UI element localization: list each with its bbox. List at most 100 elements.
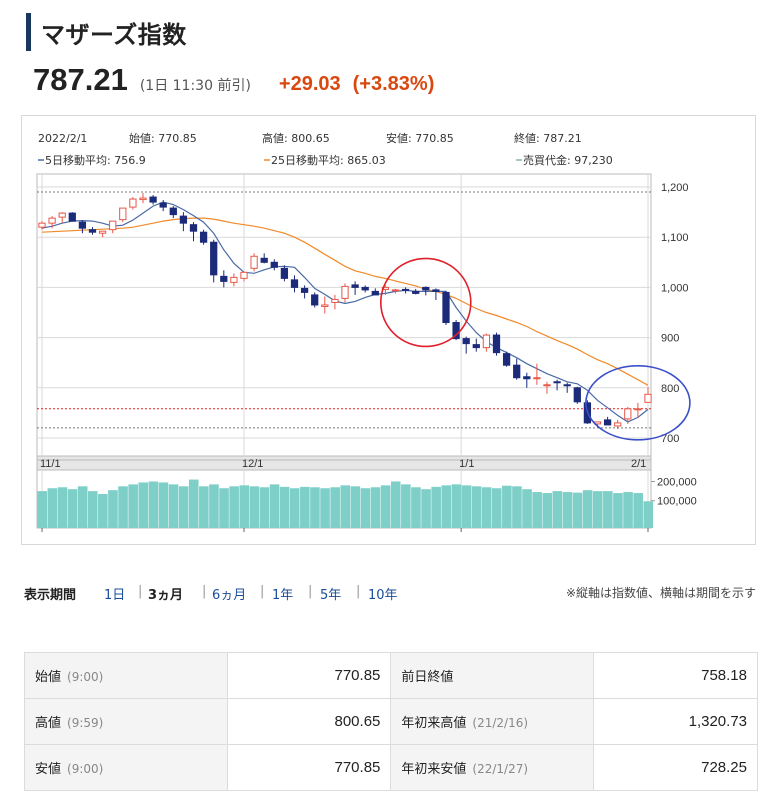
period-separator: | bbox=[138, 584, 143, 599]
volume-bar bbox=[613, 493, 623, 528]
volume-bar bbox=[320, 488, 330, 528]
stat-sublabel: (9:59) bbox=[67, 716, 104, 730]
info-ma25: 25日移動平均: 865.03 bbox=[271, 153, 386, 167]
period-5y[interactable]: 5年 bbox=[320, 588, 342, 603]
candle-body bbox=[119, 207, 127, 221]
candle-body bbox=[78, 221, 87, 229]
candle-body bbox=[563, 384, 571, 387]
month-label: 2/1 bbox=[631, 458, 646, 470]
volume-bar bbox=[623, 492, 633, 528]
candle-body bbox=[442, 291, 450, 324]
volume-bar bbox=[148, 481, 159, 528]
volume-bar bbox=[643, 501, 654, 528]
candle-body bbox=[280, 267, 289, 279]
volume-bar bbox=[542, 493, 553, 528]
stat-value: 770.85 bbox=[226, 744, 392, 791]
volume-bar bbox=[441, 485, 452, 528]
stat-label: 始値 bbox=[35, 670, 62, 685]
volume-bar bbox=[532, 492, 542, 528]
period-1d[interactable]: 1日 bbox=[104, 588, 126, 603]
volume-bar bbox=[289, 488, 300, 528]
volume-bar bbox=[118, 486, 128, 528]
candle-body bbox=[492, 334, 501, 354]
volume-bar bbox=[98, 494, 108, 528]
candle-body bbox=[109, 220, 117, 231]
date-axis-band bbox=[36, 455, 652, 471]
candle-body bbox=[553, 381, 561, 384]
chart-container: 2022/2/1 始値: 770.85 高値: 800.65 安値: 770.85 終値… bbox=[21, 115, 756, 545]
candle-body bbox=[270, 261, 278, 268]
price-plot-frame bbox=[36, 173, 652, 457]
period-10y[interactable]: 10年 bbox=[368, 588, 398, 603]
candle-body bbox=[129, 198, 137, 208]
volume-bar bbox=[138, 482, 149, 528]
volume-bar bbox=[229, 486, 239, 528]
stat-value: 800.65 bbox=[226, 698, 392, 745]
candle-body bbox=[472, 344, 480, 349]
candle-body bbox=[260, 257, 268, 263]
stat-sublabel: (22/1/27) bbox=[472, 762, 529, 776]
y-tick-label: 900 bbox=[661, 333, 679, 345]
table-row: 高値 (9:59) 800.65 年初来高値 (21/2/16) 1,320.73 bbox=[24, 698, 758, 745]
candle-body bbox=[391, 289, 400, 292]
price-change-percent: (+3.83%) bbox=[352, 73, 435, 95]
candle-body bbox=[230, 276, 238, 283]
info-ma5: 5日移動平均: 756.9 bbox=[45, 153, 146, 167]
volume-bar bbox=[431, 486, 441, 528]
candle-body bbox=[543, 384, 551, 387]
volume-tick-label: 200,000 bbox=[657, 476, 697, 488]
volume-bar bbox=[178, 486, 189, 528]
candle-body bbox=[614, 422, 622, 427]
candle-body bbox=[48, 217, 56, 224]
volume-bar bbox=[522, 489, 532, 528]
period-separator: | bbox=[260, 584, 265, 599]
price-change: +29.03 bbox=[278, 73, 341, 95]
period-6m[interactable]: 6ヵ月 bbox=[212, 588, 247, 603]
candle-body bbox=[179, 215, 188, 224]
period-separator: | bbox=[202, 584, 207, 599]
volume-bar bbox=[592, 491, 603, 528]
volume-bar bbox=[199, 486, 209, 528]
period-label: 表示期間 bbox=[24, 588, 77, 603]
title-accent-bar bbox=[26, 13, 31, 51]
candle-body bbox=[311, 294, 319, 306]
volume-bar bbox=[360, 488, 371, 528]
volume-bar bbox=[168, 484, 179, 528]
table-row: 始値 (9:00) 770.85 前日終値 758.18 bbox=[24, 652, 758, 699]
candle-body bbox=[644, 393, 652, 403]
stat-label: 年初来安値 bbox=[401, 762, 467, 777]
period-1y[interactable]: 1年 bbox=[272, 588, 294, 603]
volume-bar bbox=[108, 490, 118, 528]
stat-label: 年初来高値 bbox=[401, 716, 467, 731]
volume-bar bbox=[582, 490, 593, 528]
candle-body bbox=[189, 224, 198, 232]
candle-body bbox=[634, 408, 642, 411]
candle-body bbox=[250, 255, 258, 269]
candle-body bbox=[300, 287, 309, 293]
candlestick-chart: 2022/2/1 始値: 770.85 高値: 800.65 安値: 770.85 終値… bbox=[36, 131, 697, 532]
volume-tick-label: 100,000 bbox=[657, 496, 697, 508]
volume-bar bbox=[603, 491, 613, 528]
volume-bar bbox=[47, 488, 58, 528]
volume-bar bbox=[562, 492, 573, 528]
candle-body bbox=[573, 387, 581, 403]
volume-bar bbox=[219, 488, 229, 528]
volume-bar bbox=[481, 487, 492, 528]
volume-bar bbox=[401, 484, 411, 528]
table-row: 安値 (9:00) 770.85 年初来安値 (22/1/27) 728.25 bbox=[24, 744, 758, 791]
candle-body bbox=[220, 275, 228, 282]
title-block: マザーズ指数 bbox=[26, 12, 187, 52]
volume-bar bbox=[57, 487, 68, 528]
candle-body bbox=[210, 241, 218, 276]
candle-body bbox=[432, 289, 440, 292]
volume-bar bbox=[370, 487, 381, 528]
period-3m[interactable]: 3ヵ月 bbox=[148, 588, 184, 603]
volume-bar bbox=[491, 488, 502, 528]
candle-body bbox=[331, 298, 339, 303]
candle-body bbox=[482, 334, 491, 349]
volume-bar bbox=[87, 491, 98, 528]
info-open: 始値: 770.85 bbox=[129, 131, 197, 145]
volume-bar bbox=[552, 491, 563, 528]
volume-bar bbox=[421, 489, 431, 528]
volume-bar bbox=[310, 487, 320, 528]
